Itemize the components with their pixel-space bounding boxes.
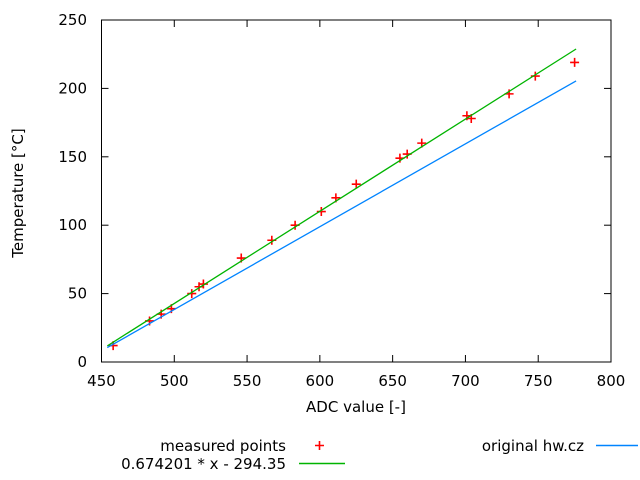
x-tick-label: 600 — [306, 372, 335, 390]
measured-point — [570, 57, 580, 67]
x-tick-label: 650 — [378, 372, 407, 390]
x-tick-label: 800 — [597, 372, 626, 390]
plot-border — [101, 19, 612, 363]
x-tick-label: 500 — [160, 372, 189, 390]
x-tick-label: 450 — [87, 372, 116, 390]
measured-point — [351, 179, 361, 189]
legend-label-measured-points: measured points — [160, 437, 286, 455]
x-tick-label: 750 — [524, 372, 553, 390]
legend-label-fit-equation: 0.674201 * x - 294.35 — [121, 455, 286, 473]
plot-area: 450 500 550 600 650 700 750 800 0 50 100 150 200 250 — [58, 11, 625, 390]
x-axis-label: ADC value [-] — [306, 398, 406, 416]
fit-line — [106, 48, 577, 347]
y-tick-label: 50 — [68, 285, 87, 303]
y-tick-label: 100 — [58, 216, 87, 234]
measured-point — [198, 279, 208, 289]
legend-label-original-hwcz: original hw.cz — [482, 437, 584, 455]
x-tick-label: 550 — [233, 372, 262, 390]
y-tick-label: 150 — [58, 148, 87, 166]
plus-marker-icon — [315, 441, 324, 450]
series-layer — [106, 48, 580, 351]
y-tick-label: 0 — [77, 353, 87, 371]
y-tick-label: 250 — [58, 11, 87, 29]
legend: measured points 0.674201 * x - 294.35 or… — [121, 437, 638, 473]
original-hwcz-line — [106, 80, 577, 349]
y-axis-label: Temperature [°C] — [9, 128, 27, 258]
y-tick-label: 200 — [58, 79, 87, 97]
x-tick-label: 700 — [451, 372, 480, 390]
